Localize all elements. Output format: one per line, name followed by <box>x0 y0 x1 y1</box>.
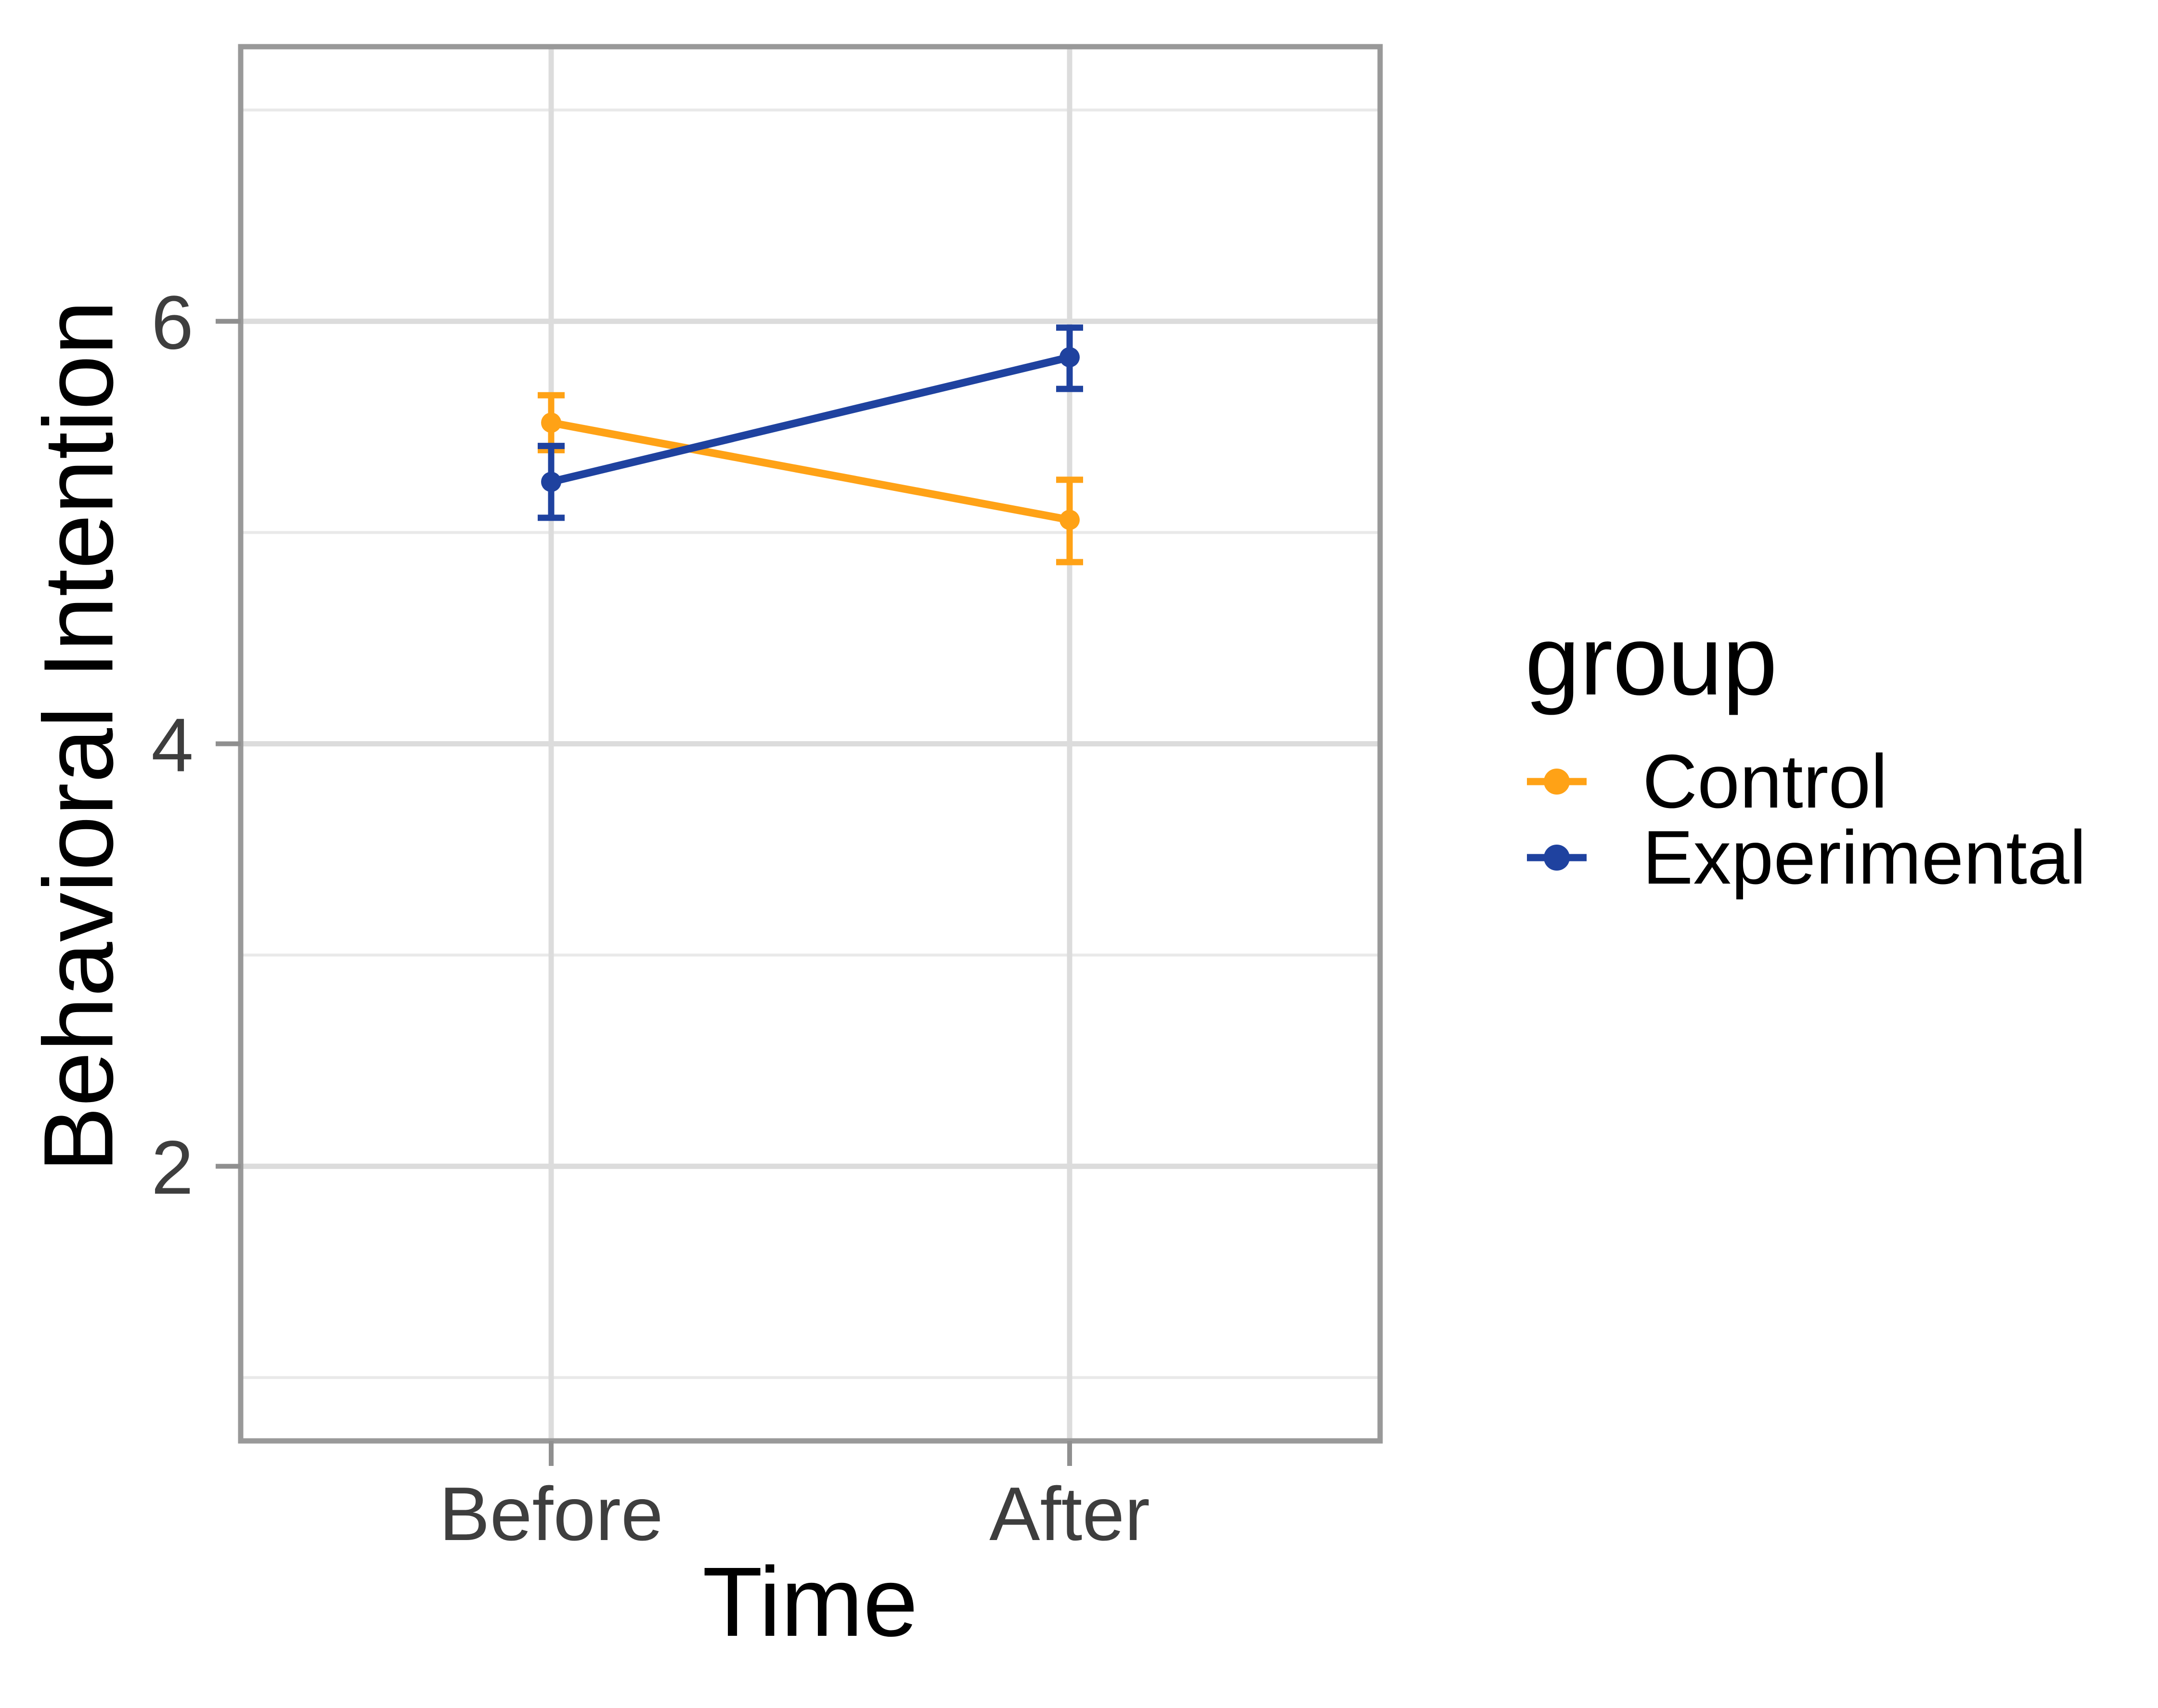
legend-label: Experimental <box>1642 815 2087 900</box>
legend-key-line-dot-icon <box>1527 845 1587 871</box>
legend-entry-control: Control <box>1525 744 2086 820</box>
legend-label: Control <box>1642 739 1888 824</box>
data-point-experimental <box>1059 347 1080 368</box>
x-axis-title: Time <box>702 1547 918 1657</box>
legend-title: group <box>1525 605 1778 716</box>
y-tick-label: 6 <box>151 281 194 365</box>
data-point-experimental <box>541 472 562 492</box>
series-line-control <box>550 419 1071 524</box>
legend-key-line-dot-icon <box>1527 769 1587 795</box>
y-tick-label: 4 <box>151 703 194 788</box>
series-line-experimental <box>550 353 1071 486</box>
x-tick-label: Before <box>439 1472 663 1556</box>
data-point-control <box>541 412 562 433</box>
y-tick-label: 2 <box>151 1125 194 1210</box>
legend-entries: Control Experimental <box>1525 744 2086 896</box>
data-point-control <box>1059 510 1080 530</box>
y-axis-title: Behavioral Intention <box>23 300 134 1173</box>
legend: group Control Experimental <box>1525 611 2086 896</box>
legend-entry-experimental: Experimental <box>1525 820 2086 896</box>
x-tick-label: After <box>989 1472 1150 1556</box>
